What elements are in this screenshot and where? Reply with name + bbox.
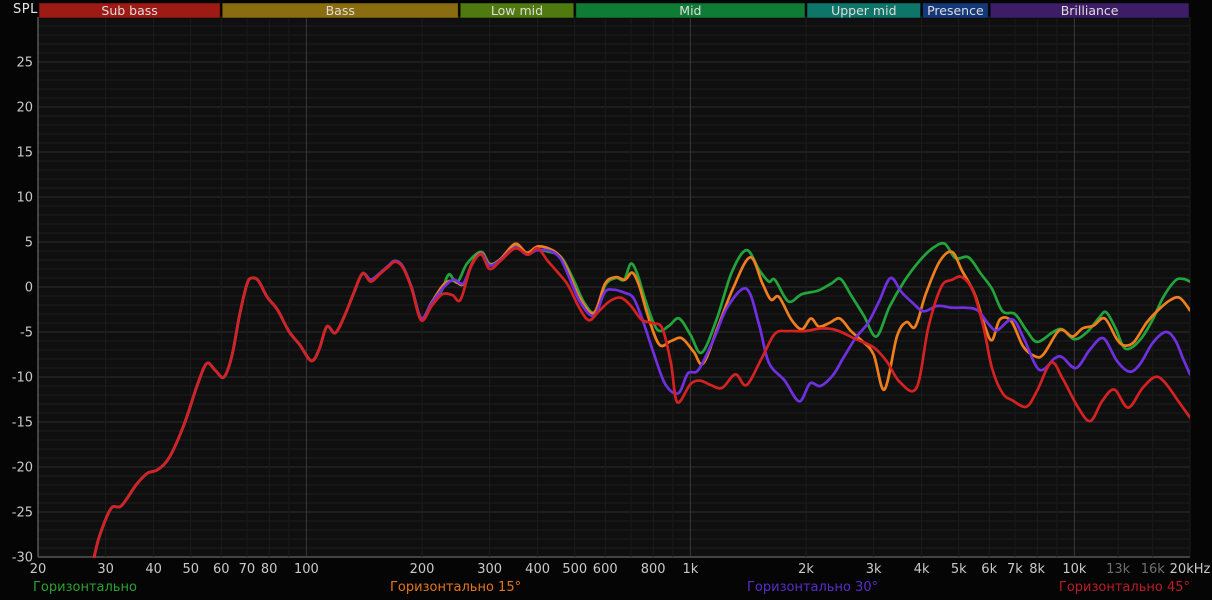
x-tick-label: 6k (981, 562, 997, 577)
band-sub-bass (38, 2, 221, 19)
y-tick-label: -30 (12, 551, 33, 566)
y-tick-label: 15 (16, 146, 33, 161)
legend-item-horizontal-45deg: Горизонтально 45° (1058, 580, 1190, 595)
x-tick-label: 800 (641, 562, 666, 577)
x-tick-label: 40 (145, 562, 162, 577)
band-low-mid (459, 2, 575, 19)
band-bass (221, 2, 459, 19)
y-tick-label: 20 (16, 101, 33, 116)
x-tick-label: 4k (914, 562, 930, 577)
x-tick-label: 400 (525, 562, 550, 577)
x-axis-tick-labels: 20 30 40 50 60 70 80 100 200 300 400 500 600 800 1k 2k 3… (30, 562, 1211, 577)
y-tick-label: 5 (25, 236, 33, 251)
x-tick-label: 13k (1106, 562, 1131, 577)
x-tick-label: 20kHz (1170, 562, 1211, 577)
frequency-bands: Sub bass Bass Low mid Mid Upper mid Presence B… (38, 2, 1190, 19)
band-presence (922, 2, 989, 19)
curves (92, 241, 1190, 558)
band-label: Presence (927, 3, 984, 18)
x-tick-label: 16k (1141, 562, 1166, 577)
x-tick-label: 7k (1007, 562, 1023, 577)
x-tick-label: 500 (562, 562, 587, 577)
band-label: Brilliance (1061, 3, 1119, 18)
x-tick-label: 300 (477, 562, 502, 577)
y-tick-label: -10 (12, 371, 33, 386)
x-tick-label: 10k (1062, 562, 1087, 577)
y-tick-label: -20 (12, 461, 33, 476)
x-tick-label: 30 (97, 562, 114, 577)
y-tick-label: 0 (25, 281, 33, 296)
gridlines (37, 16, 1191, 558)
x-tick-label: 200 (410, 562, 435, 577)
x-tick-label: 1k (682, 562, 698, 577)
x-tick-label: 100 (294, 562, 319, 577)
x-tick-label: 50 (183, 562, 200, 577)
y-tick-label: -15 (12, 416, 33, 431)
band-upper-mid (806, 2, 922, 19)
band-brilliance (989, 2, 1190, 19)
x-tick-label: 60 (213, 562, 230, 577)
curve-horizontal-45deg (92, 246, 1190, 558)
band-mid (575, 2, 806, 19)
y-tick-label: 25 (16, 56, 33, 71)
legend-item-horizontal-30deg: Горизонтально 30° (747, 580, 879, 595)
y-axis-tick-labels: 25 20 15 10 5 0 -5 -10 -15 -20 -25 -30 (12, 56, 33, 566)
band-label: Upper mid (831, 3, 896, 18)
x-tick-label: 8k (1029, 562, 1045, 577)
y-tick-label: 10 (16, 191, 33, 206)
x-tick-label: 20 (30, 562, 47, 577)
band-label: Sub bass (101, 3, 157, 18)
x-tick-label: 3k (866, 562, 882, 577)
legend-item-horizontal-15deg: Горизонтально 15° (390, 580, 522, 595)
y-axis-title: SPL (13, 2, 38, 17)
band-label: Mid (679, 3, 701, 18)
y-tick-label: -5 (20, 326, 33, 341)
band-label: Bass (326, 3, 355, 18)
x-tick-label: 5k (951, 562, 967, 577)
legend-item-horizontal-0deg: Горизонтально (33, 580, 137, 595)
y-tick-label: -25 (12, 506, 33, 521)
x-tick-label: 2k (798, 562, 814, 577)
x-tick-label: 600 (593, 562, 618, 577)
x-tick-label: 80 (261, 562, 278, 577)
x-tick-label: 70 (239, 562, 256, 577)
band-label: Low mid (491, 3, 543, 18)
